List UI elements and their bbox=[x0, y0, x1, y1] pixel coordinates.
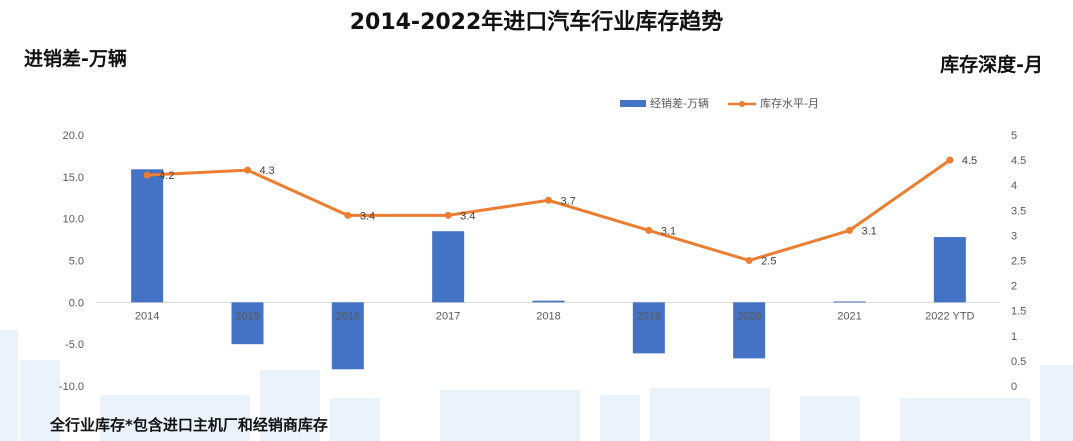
category-label: 2017 bbox=[436, 310, 460, 322]
bar bbox=[933, 237, 966, 303]
left-axis-title: 进销差-万辆 bbox=[24, 48, 127, 70]
bar bbox=[331, 302, 364, 370]
left-axis-tick: 0.0 bbox=[69, 297, 84, 309]
line-point bbox=[745, 257, 753, 264]
category-label: 2022 YTD bbox=[925, 310, 974, 322]
left-axis-tick: 15.0 bbox=[63, 172, 84, 184]
right-axis-tick: 1 bbox=[1011, 331, 1017, 343]
line-point bbox=[946, 156, 954, 164]
right-axis-tick: 3.5 bbox=[1011, 205, 1026, 217]
line-data-label: 3.4 bbox=[460, 210, 475, 222]
line-point bbox=[545, 196, 552, 204]
line-data-label: 4.5 bbox=[962, 155, 977, 167]
right-axis-tick: 0.5 bbox=[1011, 356, 1026, 368]
line-point bbox=[244, 166, 251, 174]
line-data-label: 4.3 bbox=[260, 165, 275, 177]
left-axis-tick: 10.0 bbox=[63, 214, 84, 226]
right-axis-tick: 2.5 bbox=[1011, 256, 1026, 268]
legend-bar-label: 经销差-万辆 bbox=[650, 96, 709, 110]
left-axis-tick: 5.0 bbox=[69, 256, 84, 268]
line-data-label: 3.7 bbox=[561, 195, 576, 207]
line-data-label: 3.4 bbox=[360, 210, 375, 222]
line-data-label: 3.1 bbox=[661, 225, 676, 237]
bar bbox=[532, 300, 565, 303]
category-label: 2015 bbox=[235, 310, 259, 322]
bar bbox=[733, 302, 766, 359]
left-axis-tick: -5.0 bbox=[65, 339, 84, 351]
line-data-label: 2.5 bbox=[761, 256, 776, 268]
legend-line-label: 库存水平-月 bbox=[760, 96, 819, 110]
right-axis-tick: 0 bbox=[1011, 381, 1017, 393]
bar bbox=[833, 301, 866, 303]
right-axis-tick: 2 bbox=[1011, 281, 1017, 293]
bar bbox=[632, 302, 665, 354]
right-axis-tick: 5 bbox=[1011, 130, 1017, 142]
line-data-label: 3.1 bbox=[862, 225, 877, 237]
bar bbox=[432, 231, 465, 303]
left-axis-tick: -10.0 bbox=[59, 381, 84, 393]
line-point bbox=[645, 226, 653, 234]
right-axis-title: 库存深度-月 bbox=[940, 54, 1043, 76]
category-label: 2019 bbox=[637, 310, 661, 322]
category-label: 2021 bbox=[837, 310, 861, 322]
line-point bbox=[143, 171, 151, 179]
chart-title: 2014-2022年进口汽车行业库存趋势 bbox=[349, 10, 724, 35]
line-point bbox=[344, 211, 352, 219]
legend-line-marker bbox=[739, 101, 745, 107]
category-label: 2014 bbox=[135, 310, 159, 322]
legend-bar-swatch bbox=[620, 100, 646, 107]
right-axis-tick: 4 bbox=[1011, 180, 1017, 192]
right-axis-tick: 4.5 bbox=[1011, 155, 1026, 167]
line-data-label: 4.2 bbox=[159, 170, 174, 182]
left-axis-tick: 20.0 bbox=[63, 130, 84, 142]
category-label: 2018 bbox=[536, 310, 560, 322]
line-point bbox=[846, 226, 853, 234]
line-point bbox=[444, 211, 452, 219]
category-label: 2016 bbox=[336, 310, 360, 322]
bar bbox=[131, 169, 164, 303]
right-axis-tick: 1.5 bbox=[1011, 306, 1026, 318]
category-label: 2020 bbox=[737, 310, 761, 322]
footnote: 全行业库存*包含进口主机厂和经销商库存 bbox=[50, 416, 328, 434]
bar bbox=[231, 302, 264, 345]
right-axis-tick: 3 bbox=[1011, 230, 1017, 242]
